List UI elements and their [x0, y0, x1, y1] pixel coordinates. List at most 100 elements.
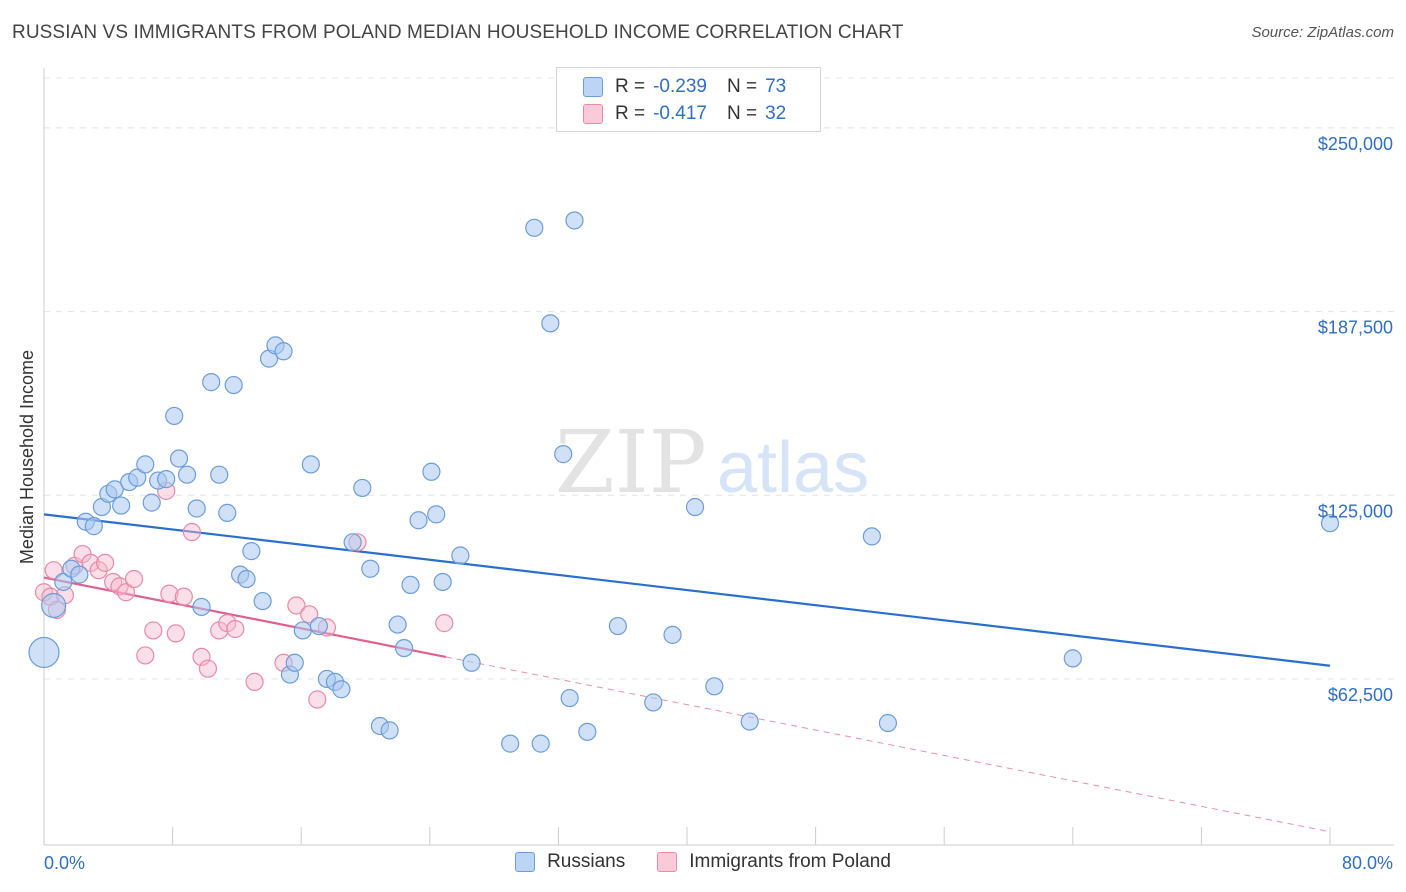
data-point-russians — [301, 455, 320, 474]
legend-r-label: R = — [615, 103, 646, 124]
data-point-poland — [192, 647, 211, 667]
data-point-russians — [608, 616, 627, 636]
data-point-russians — [380, 721, 399, 740]
data-point-russians — [169, 449, 189, 468]
legend-row-poland: R = -0.417 N = 32 — [583, 102, 786, 126]
series-russians-points — [28, 211, 1340, 753]
legend-row-russians: R = -0.239 N = 73 — [583, 75, 786, 99]
data-point-russians — [136, 455, 155, 474]
legend-swatch-blue — [515, 852, 536, 872]
y-tick-label: $187,500 — [1318, 318, 1393, 338]
data-point-russians — [253, 591, 272, 611]
data-point-russians — [401, 575, 420, 595]
legend-n-value: 32 — [765, 103, 787, 124]
data-point-poland — [435, 614, 454, 633]
data-point-russians — [685, 497, 705, 517]
data-point-russians — [157, 470, 176, 489]
data-point-russians — [361, 559, 380, 578]
data-point-russians — [84, 517, 103, 536]
legend-item-russians[interactable]: Russians — [515, 851, 625, 873]
legend-r-label: R = — [615, 76, 646, 97]
data-point-russians — [388, 615, 407, 634]
trend-lines — [43, 513, 1331, 833]
legend-r-value: -0.417 — [653, 103, 707, 124]
data-point-russians — [192, 597, 211, 617]
data-point-russians — [451, 546, 470, 565]
x-min-label: 0.0% — [44, 853, 85, 873]
chart-title: RUSSIAN VS IMMIGRANTS FROM POLAND MEDIAN… — [12, 22, 904, 43]
trend-line-russians — [43, 513, 1331, 667]
legend-r-value: -0.239 — [653, 76, 707, 97]
data-point-poland — [44, 561, 63, 580]
data-point-russians — [165, 406, 184, 426]
data-point-poland — [160, 584, 179, 603]
data-point-russians — [531, 734, 550, 753]
legend-swatch-pink — [583, 104, 603, 124]
data-point-russians — [433, 572, 452, 592]
legend-n-label: N = — [726, 76, 758, 97]
data-point-russians — [554, 445, 573, 464]
data-point-russians — [578, 722, 597, 741]
data-point-poland — [124, 569, 144, 589]
x-max-label: 80.0% — [1342, 853, 1393, 873]
data-point-russians — [427, 505, 446, 524]
data-point-russians — [224, 375, 243, 395]
data-point-russians — [541, 314, 560, 333]
data-point-russians — [242, 542, 261, 561]
y-tick-label: $250,000 — [1318, 134, 1393, 154]
data-point-russians — [70, 565, 89, 584]
axes — [43, 68, 1394, 846]
data-point-russians — [462, 653, 481, 672]
data-point-poland — [174, 587, 193, 606]
trend-line-poland — [43, 576, 447, 658]
y-tick-label: $62,500 — [1328, 685, 1393, 705]
data-point-russians — [274, 342, 293, 361]
data-point-russians — [309, 616, 328, 636]
watermark-zip: ZIP — [555, 413, 707, 513]
legend-label-poland: Immigrants from Poland — [689, 851, 891, 872]
trend-line-poland-extrapolated — [445, 656, 1331, 833]
data-point-russians — [210, 465, 229, 484]
data-point-poland — [95, 553, 115, 572]
data-point-russians — [565, 211, 584, 230]
data-point-russians — [644, 693, 663, 712]
legend-swatch-pink — [657, 852, 678, 872]
legend-n-label: N = — [726, 103, 758, 124]
data-point-russians — [187, 499, 206, 518]
data-point-russians — [218, 503, 237, 523]
data-point-russians — [128, 468, 147, 487]
data-point-russians — [142, 493, 161, 512]
legend-item-poland[interactable]: Immigrants from Poland — [657, 851, 891, 873]
data-point-russians — [705, 677, 724, 696]
grid-lines — [44, 77, 1394, 680]
data-point-poland — [182, 522, 201, 542]
data-point-poland — [166, 624, 185, 643]
data-point-poland — [308, 690, 327, 709]
data-point-russians — [343, 533, 362, 552]
data-point-poland — [245, 672, 264, 691]
data-point-russians — [41, 592, 67, 619]
data-point-poland — [287, 596, 306, 615]
data-point-russians — [285, 653, 304, 672]
data-point-russians — [740, 712, 759, 731]
data-point-russians — [422, 462, 441, 481]
data-point-poland — [144, 621, 163, 640]
correlation-legend: R = -0.239 N = 73 R = -0.417 N = 32 — [556, 67, 821, 132]
data-point-poland — [226, 619, 245, 639]
data-point-russians — [560, 688, 579, 708]
legend-n-value: 73 — [765, 76, 787, 97]
data-point-russians — [112, 496, 131, 515]
y-axis-label: Median Household Income — [17, 350, 37, 564]
legend-label-russians: Russians — [547, 851, 626, 872]
data-point-poland — [300, 605, 319, 624]
data-point-russians — [177, 465, 197, 484]
y-tick-labels: $62,500 $125,000 $187,500 $250,000 — [1318, 134, 1393, 705]
watermark-atlas: atlas — [717, 428, 869, 508]
data-point-poland — [198, 659, 218, 678]
data-point-russians — [105, 480, 124, 499]
watermark: ZIP atlas — [555, 413, 869, 513]
data-point-russians — [237, 569, 256, 589]
data-point-russians — [293, 621, 312, 640]
data-point-russians — [28, 636, 60, 669]
